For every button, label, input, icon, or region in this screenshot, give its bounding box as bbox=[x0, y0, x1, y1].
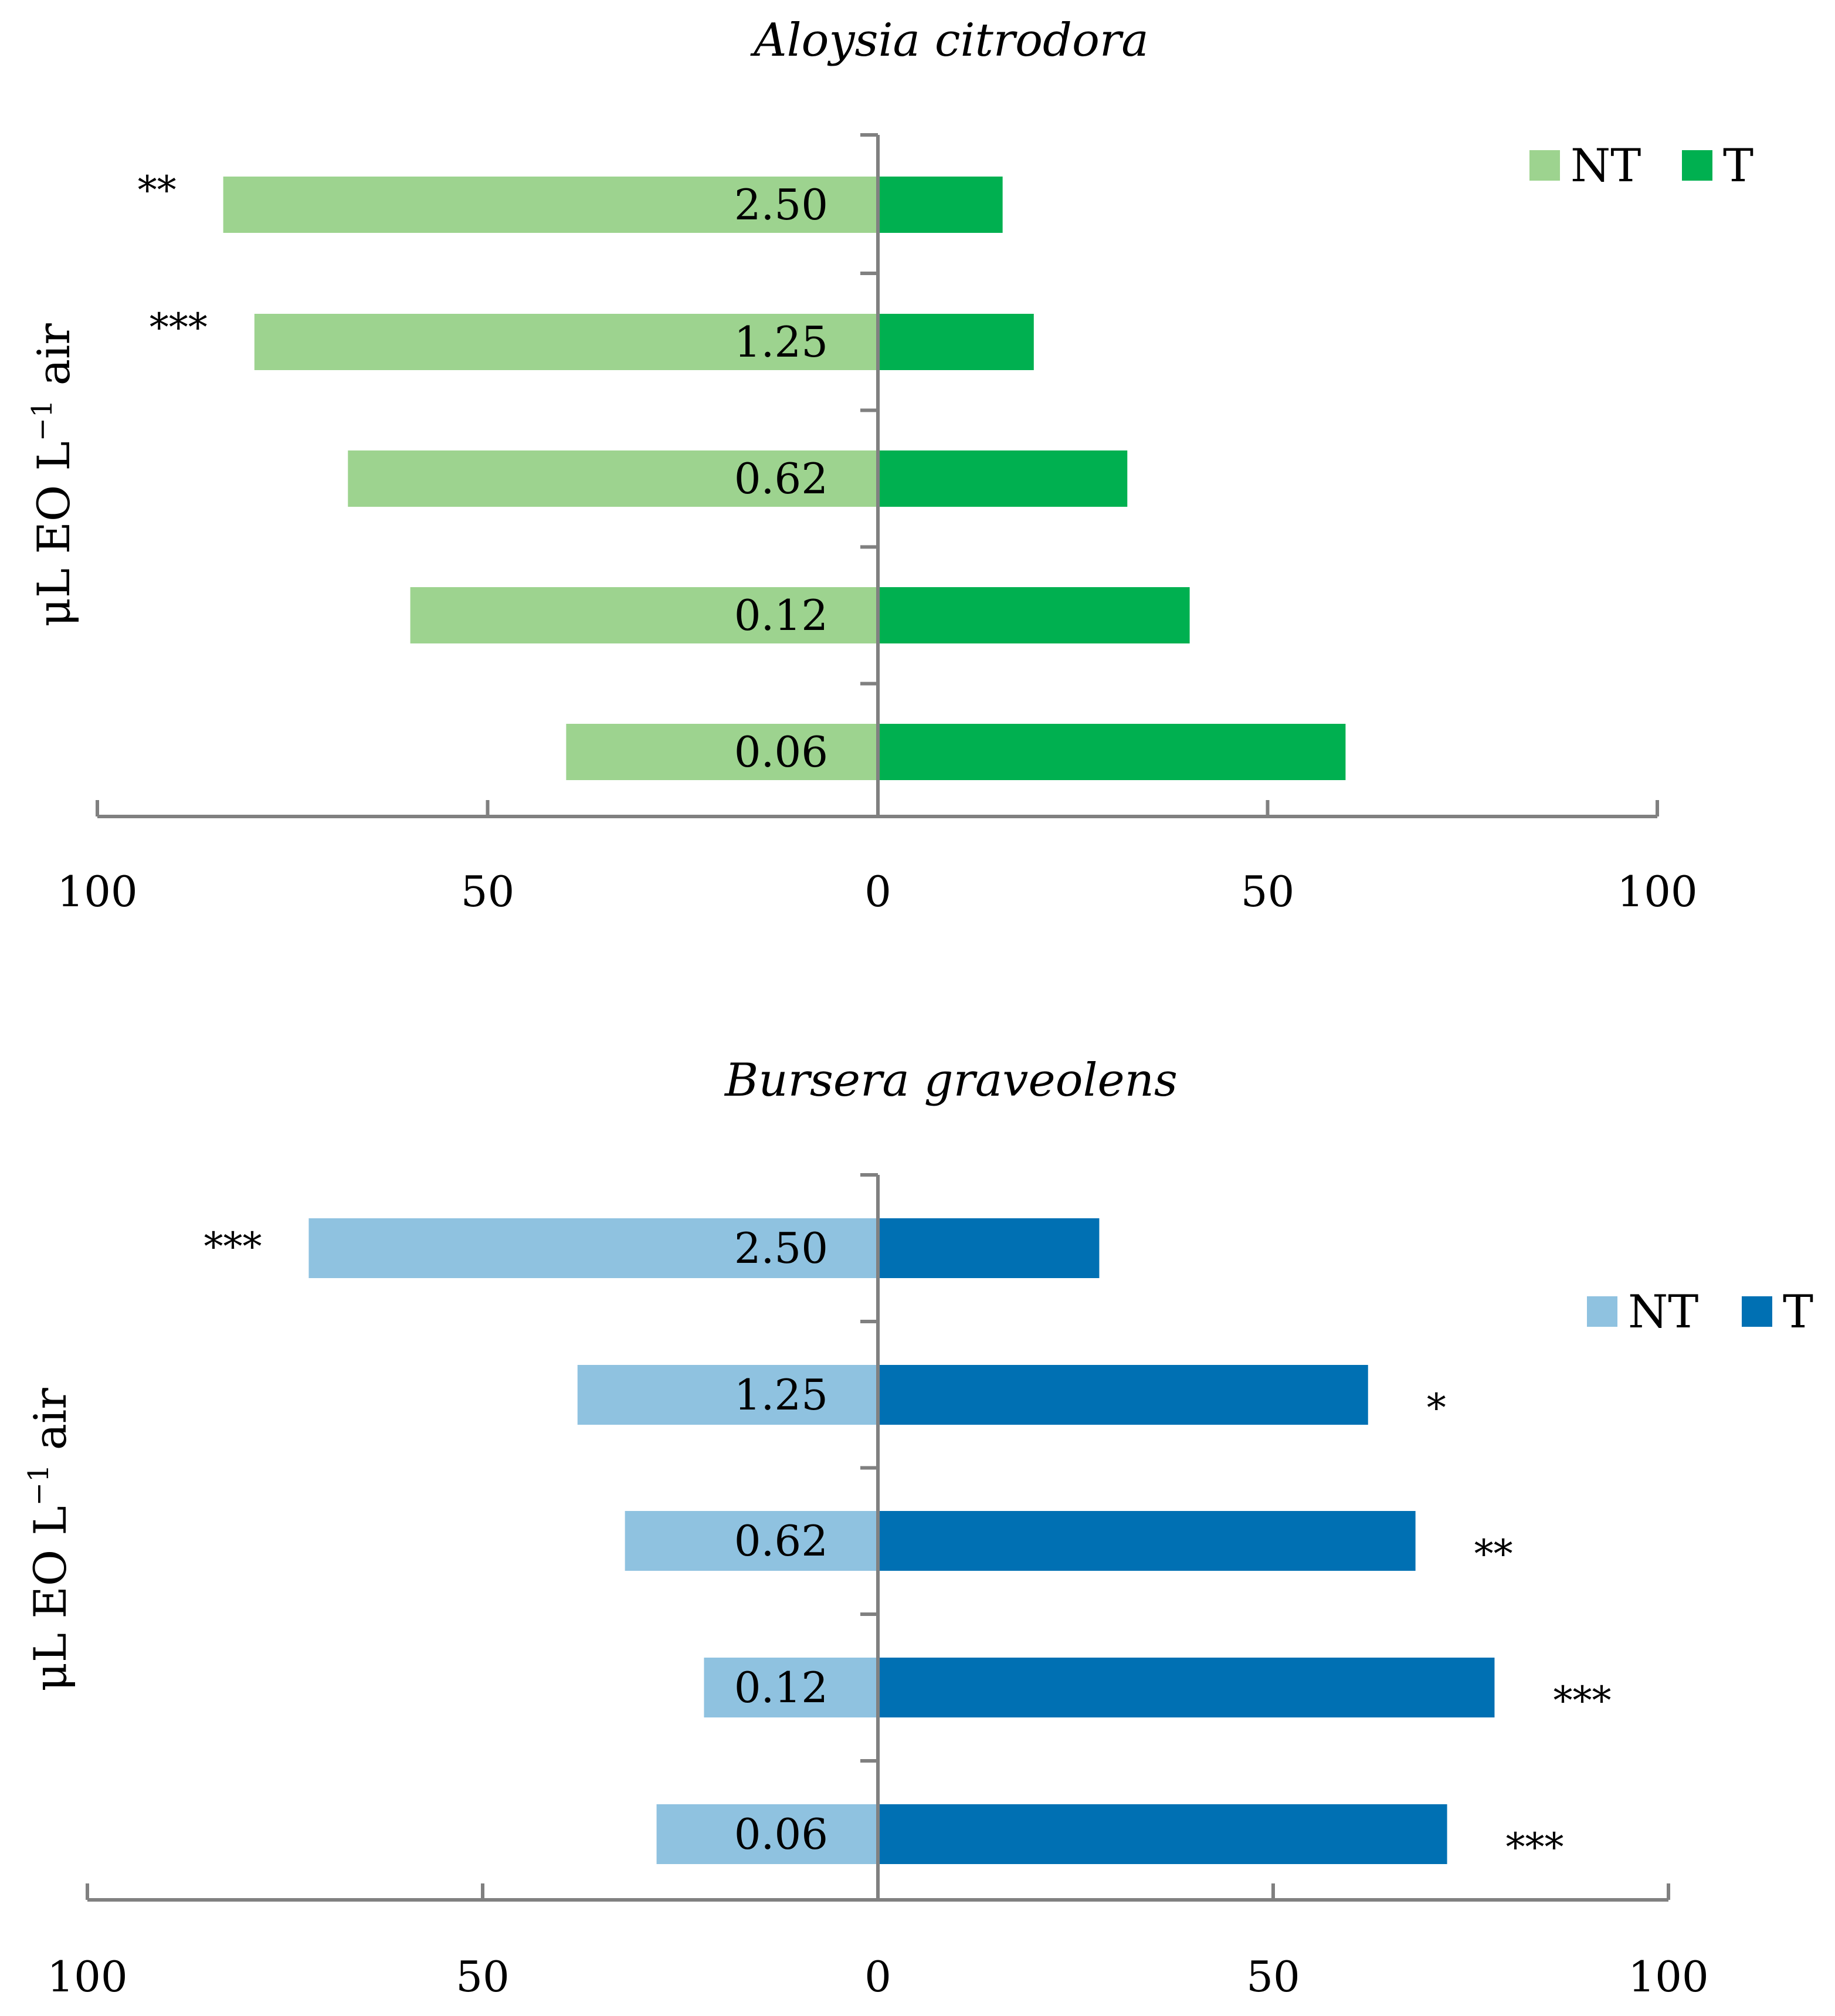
legend-swatch-nt bbox=[1529, 150, 1560, 181]
legend-swatch-t bbox=[1742, 1296, 1772, 1327]
legend-label-t: T bbox=[1783, 1286, 1813, 1339]
bar-nt-0.62 bbox=[348, 450, 878, 507]
chart-0: Aloysia citrodora μL EO L−1 air 2.50 ** 1.25… bbox=[26, 14, 1753, 916]
bar-nt-0.62 bbox=[625, 1511, 878, 1571]
bar-t-1.25 bbox=[878, 314, 1034, 370]
x-tick-label: 100 bbox=[57, 867, 137, 916]
bar-nt-1.25 bbox=[254, 314, 878, 370]
x-tick-label: 0 bbox=[864, 867, 891, 916]
chart-title: Bursera graveolens bbox=[724, 1054, 1178, 1107]
significance-marker: *** bbox=[1553, 1678, 1611, 1723]
significance-marker: *** bbox=[150, 305, 208, 350]
category-label: 1.25 bbox=[734, 317, 828, 367]
x-tick-label: 50 bbox=[1246, 1952, 1300, 2001]
x-tick-label: 50 bbox=[461, 867, 515, 916]
category-label: 0.06 bbox=[734, 727, 828, 777]
y-axis-title: μL EO L−1 air bbox=[22, 1388, 76, 1692]
legend-label-t: T bbox=[1723, 140, 1753, 192]
significance-marker: ** bbox=[1474, 1532, 1513, 1577]
bar-nt-2.50 bbox=[223, 177, 878, 233]
bar-t-0.12 bbox=[878, 587, 1190, 643]
significance-marker: * bbox=[1427, 1385, 1446, 1431]
bar-t-0.06 bbox=[878, 1804, 1447, 1864]
bar-t-0.62 bbox=[878, 450, 1128, 507]
x-tick-label: 50 bbox=[1241, 867, 1295, 916]
y-axis-title: μL EO L−1 air bbox=[26, 323, 80, 627]
legend-swatch-nt bbox=[1587, 1296, 1617, 1327]
x-tick-label: 50 bbox=[456, 1952, 510, 2001]
x-tick-label: 100 bbox=[1617, 867, 1697, 916]
y-axis-title-base: μL EO L bbox=[24, 1506, 76, 1691]
legend-label-nt: NT bbox=[1571, 140, 1641, 192]
y-axis-title-superscript: −1 bbox=[26, 399, 59, 441]
category-label: 0.62 bbox=[734, 1516, 828, 1566]
category-label: 2.50 bbox=[734, 180, 828, 229]
bar-nt-2.50 bbox=[308, 1218, 878, 1278]
bar-t-0.62 bbox=[878, 1511, 1416, 1571]
legend-swatch-t bbox=[1682, 150, 1712, 181]
y-axis-title-base: μL EO L bbox=[28, 441, 80, 626]
chart-title: Aloysia citrodora bbox=[750, 14, 1148, 67]
bar-nt-0.06 bbox=[566, 724, 878, 780]
bar-t-0.06 bbox=[878, 724, 1346, 780]
y-axis-title-tail: air bbox=[28, 323, 80, 400]
category-label: 0.06 bbox=[734, 1810, 828, 1859]
y-axis-title-tail: air bbox=[24, 1388, 76, 1465]
bar-t-2.50 bbox=[878, 1218, 1100, 1278]
x-tick-label: 100 bbox=[1628, 1952, 1708, 2001]
bar-t-2.50 bbox=[878, 177, 1003, 233]
bar-t-0.12 bbox=[878, 1658, 1495, 1717]
significance-marker: *** bbox=[1506, 1825, 1564, 1870]
significance-marker: *** bbox=[203, 1224, 262, 1269]
significance-marker: ** bbox=[138, 168, 177, 213]
x-tick-label: 100 bbox=[47, 1952, 127, 2001]
bar-t-1.25 bbox=[878, 1365, 1368, 1425]
legend-label-nt: NT bbox=[1628, 1286, 1698, 1339]
category-label: 2.50 bbox=[734, 1224, 828, 1273]
y-axis-title-superscript: −1 bbox=[22, 1464, 55, 1506]
category-label: 0.12 bbox=[734, 1663, 828, 1712]
category-label: 1.25 bbox=[734, 1370, 828, 1419]
bar-nt-0.06 bbox=[656, 1804, 878, 1864]
x-tick-label: 0 bbox=[864, 1952, 891, 2001]
category-label: 0.12 bbox=[734, 591, 828, 640]
bar-nt-1.25 bbox=[577, 1365, 878, 1425]
category-label: 0.62 bbox=[734, 454, 828, 503]
bar-nt-0.12 bbox=[410, 587, 878, 643]
bar-nt-0.12 bbox=[704, 1658, 878, 1717]
